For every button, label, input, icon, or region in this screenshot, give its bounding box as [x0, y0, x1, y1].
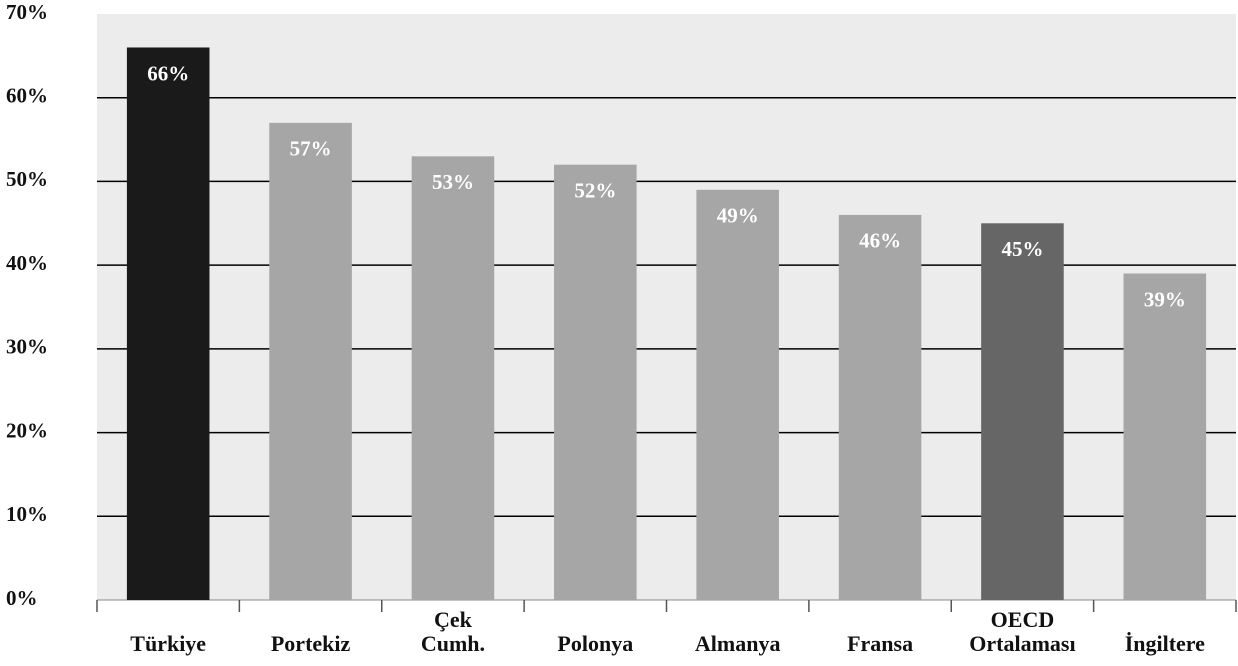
- bar: [554, 164, 637, 600]
- y-tick-label: 50%: [6, 167, 48, 191]
- bar: [126, 47, 210, 600]
- bar: [411, 156, 495, 601]
- bar: [838, 214, 922, 600]
- x-tick-label: Portekiz: [271, 631, 351, 656]
- x-tick-label: Almanya: [695, 631, 781, 656]
- y-tick-label: 10%: [6, 502, 48, 526]
- value-label: 53%: [432, 170, 474, 194]
- value-label: 39%: [1144, 287, 1186, 311]
- bar: [1123, 273, 1207, 600]
- x-tick-label: Türkiye: [130, 631, 206, 656]
- y-tick-label: 20%: [6, 418, 48, 442]
- y-tick-label: 30%: [6, 335, 48, 359]
- value-label: 45%: [1001, 237, 1043, 261]
- x-tick-label: Çek Cumh.: [421, 607, 485, 656]
- value-label: 52%: [574, 178, 616, 202]
- y-tick-label: 40%: [6, 251, 48, 275]
- value-label: 66%: [147, 61, 189, 85]
- x-tick-label: Polonya: [557, 631, 633, 656]
- x-tick-label: OECD Ortalaması: [969, 607, 1075, 656]
- y-tick-label: 60%: [6, 84, 48, 108]
- y-tick-label: 70%: [6, 0, 48, 24]
- value-label: 46%: [859, 229, 901, 253]
- plot-background: [97, 14, 1236, 600]
- value-label: 57%: [290, 137, 332, 161]
- bar: [696, 189, 779, 601]
- bar: [269, 122, 352, 600]
- y-tick-label: 0%: [6, 586, 38, 610]
- x-tick-label: İngiltere: [1125, 631, 1205, 656]
- bar: [981, 223, 1064, 601]
- value-label: 49%: [717, 204, 759, 228]
- x-tick-label: Fransa: [847, 631, 913, 656]
